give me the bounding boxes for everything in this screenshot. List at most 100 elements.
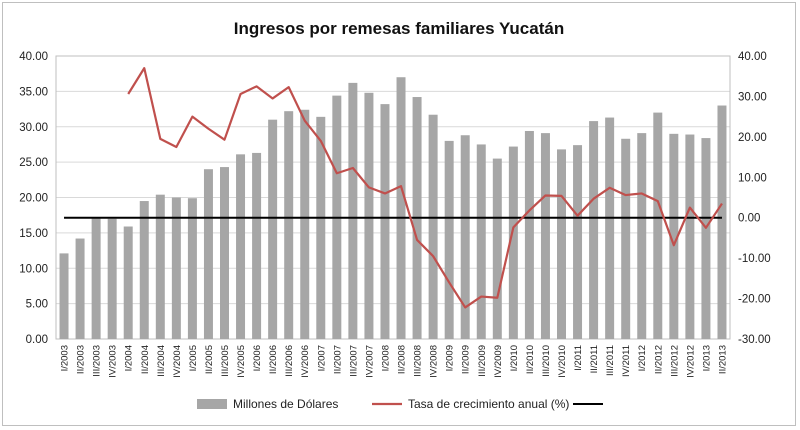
legend-label-bars: Millones de Dólares [233, 397, 338, 411]
x-axis-tick-label: I/2013 [701, 345, 712, 371]
left-axis-tick-label: 30.00 [19, 122, 48, 134]
x-axis-tick-label: I/2011 [573, 345, 584, 371]
bar [557, 149, 566, 339]
growth-rate-line [127, 67, 723, 309]
bar [348, 82, 358, 339]
bar [669, 133, 679, 339]
right-axis-tick-label: 20.00 [738, 132, 767, 144]
right-axis-tick-label: 0.00 [738, 213, 760, 225]
legend: Millones de Dólares Tasa de crecimiento a… [197, 397, 603, 411]
x-axis-tick-label: I/2010 [509, 345, 520, 371]
x-axis-tick-label: II/2009 [461, 345, 472, 374]
bar [252, 152, 262, 339]
x-axis-tick-label: II/2005 [204, 345, 215, 374]
right-axis-tick-label: -30.00 [738, 334, 771, 346]
x-axis-tick-label: III/2009 [477, 345, 488, 377]
right-axis-tick-label: 40.00 [738, 51, 767, 63]
bar [653, 112, 663, 339]
x-axis-tick-label: IV/2008 [429, 345, 440, 378]
bar [236, 154, 246, 339]
bar [460, 135, 470, 339]
left-axis-tick-label: 15.00 [19, 228, 48, 240]
left-axis-tick-label: 5.00 [26, 299, 48, 311]
gridlines [55, 55, 731, 340]
x-axis-tick-label: IV/2010 [557, 345, 568, 378]
left-y-axis: 0.00 5.00 10.00 15.00 20.00 25.00 30.00 35.00 40… [19, 51, 48, 346]
left-axis-tick-label: 10.00 [19, 263, 48, 275]
bar [621, 138, 631, 339]
x-axis-tick-label: I/2009 [445, 345, 456, 371]
bar [492, 158, 502, 339]
x-axis-tick-label: II/2003 [76, 345, 87, 374]
left-axis-tick-label: 25.00 [19, 157, 48, 169]
bar [171, 197, 181, 339]
bar [701, 138, 711, 339]
bar [300, 109, 310, 340]
x-axis-tick-label: II/2013 [717, 345, 728, 374]
bar [203, 169, 213, 339]
bar [284, 111, 294, 339]
bar [476, 144, 486, 339]
x-axis-tick-label: III/2005 [220, 345, 231, 377]
x-axis-tick-label: II/2007 [332, 345, 343, 374]
bar [717, 105, 727, 340]
left-axis-tick-label: 35.00 [19, 86, 48, 98]
bar [589, 121, 599, 339]
right-y-axis: -30.00 -20.00 -10.00 0.00 10.00 20.00 30.00 40.… [738, 51, 771, 346]
right-axis-tick-label: -10.00 [738, 253, 771, 265]
legend-label-growth: Tasa de crecimiento anual (%) [408, 397, 569, 411]
x-axis-tick-label: III/2011 [605, 345, 616, 376]
bar [364, 92, 374, 339]
x-axis-tick-label: IV/2005 [236, 345, 247, 378]
x-axis-tick-label: III/2007 [348, 345, 359, 377]
right-axis-tick-label: 30.00 [738, 91, 767, 103]
bar [540, 133, 550, 339]
x-axis-tick-label: II/2008 [397, 345, 408, 374]
x-axis-tick-label: III/2008 [413, 345, 424, 377]
x-axis-tick-label: IV/2007 [364, 345, 375, 378]
bar-series [59, 77, 727, 340]
bar [316, 116, 326, 339]
bar [605, 117, 615, 340]
x-axis-tick-label: IV/2011 [621, 345, 632, 377]
x-axis-tick-label: IV/2003 [108, 345, 119, 378]
right-axis-tick-label: 10.00 [738, 172, 767, 184]
x-axis-tick-label: IV/2009 [493, 345, 504, 378]
x-axis-tick-label: IV/2004 [172, 345, 183, 378]
bar [155, 194, 165, 339]
x-axis-tick-label: III/2004 [156, 345, 167, 377]
bar [123, 226, 133, 339]
chart-title: Ingresos por remesas familiares Yucatán [234, 19, 564, 38]
x-axis-tick-label: IV/2006 [300, 345, 311, 378]
bar [91, 218, 101, 339]
x-axis-tick-label: I/2008 [380, 345, 391, 371]
x-axis-tick-label: I/2007 [316, 345, 327, 371]
bar [220, 167, 229, 339]
bar [139, 201, 149, 339]
x-axis-tick-label: I/2004 [124, 345, 135, 371]
x-axis-tick-label: II/2004 [140, 345, 151, 374]
left-axis-tick-label: 20.00 [19, 193, 48, 205]
bar [380, 104, 390, 339]
x-axis-tick-label: III/2010 [541, 345, 552, 377]
x-axis-tick-label: I/2005 [188, 345, 199, 371]
x-axis-tick-label: III/2003 [92, 345, 103, 377]
x-axis-tick-label: II/2011 [589, 345, 600, 373]
bar [685, 134, 695, 339]
right-axis-tick-label: -20.00 [738, 294, 771, 306]
growth-line-series [127, 67, 723, 309]
x-axis-tick-label: I/2003 [60, 345, 71, 371]
bar [573, 145, 583, 339]
bar [268, 119, 278, 339]
bar [637, 133, 647, 339]
x-axis-tick-label: IV/2012 [685, 345, 696, 378]
x-axis-tick-label: II/2006 [268, 345, 279, 374]
bar [75, 238, 85, 339]
x-axis-tick-label: I/2012 [637, 345, 648, 371]
bar [187, 198, 197, 339]
x-axis-tick-label: III/2012 [669, 345, 680, 377]
left-axis-tick-label: 0.00 [26, 334, 48, 346]
bar [524, 130, 534, 339]
bar [107, 218, 117, 339]
